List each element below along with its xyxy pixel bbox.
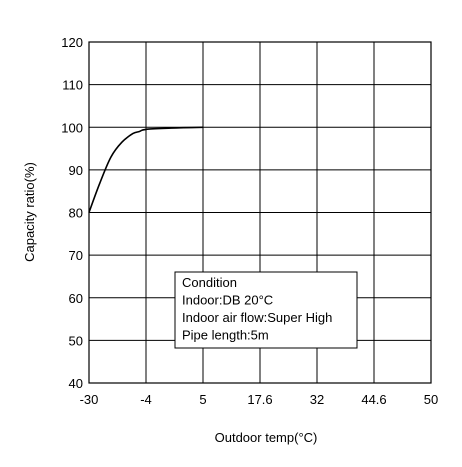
condition-line: Indoor:DB 20°C	[182, 293, 273, 308]
x-tick-label: 17.6	[247, 392, 272, 407]
x-tick-labels: -30 -4 5 17.6 32 44.6 50	[80, 392, 439, 407]
condition-line: Indoor air flow:Super High	[182, 310, 332, 325]
series	[88, 126, 204, 213]
x-axis-label: Outdoor temp(°C)	[215, 430, 318, 445]
y-tick-label: 110	[62, 78, 83, 93]
condition-line: Condition	[182, 275, 237, 290]
condition-box: Condition Indoor:DB 20°C Indoor air flow:S…	[174, 271, 358, 349]
x-tick-label: -4	[140, 392, 152, 407]
x-tick-label: 50	[424, 392, 438, 407]
x-tick-label: 32	[310, 392, 324, 407]
x-tick-label: 5	[199, 392, 206, 407]
y-tick-label: 80	[69, 206, 83, 221]
condition-box-frame	[174, 271, 358, 349]
x-tick-label: -30	[80, 392, 99, 407]
y-tick-label: 120	[61, 35, 83, 50]
y-tick-labels: 120 110 100 90 80 70 60 50 40	[61, 35, 83, 391]
y-tick-label: 90	[69, 163, 83, 178]
y-tick-label: 70	[69, 248, 83, 263]
y-tick-label: 100	[61, 120, 83, 135]
series-line	[88, 126, 204, 213]
condition-line: Pipe length:5m	[182, 328, 269, 343]
x-tick-label: 44.6	[361, 392, 386, 407]
y-tick-label: 50	[69, 333, 83, 348]
y-tick-label: 40	[69, 376, 83, 391]
y-tick-label: 60	[69, 291, 83, 306]
y-axis-label: Capacity ratio(%)	[22, 162, 37, 262]
